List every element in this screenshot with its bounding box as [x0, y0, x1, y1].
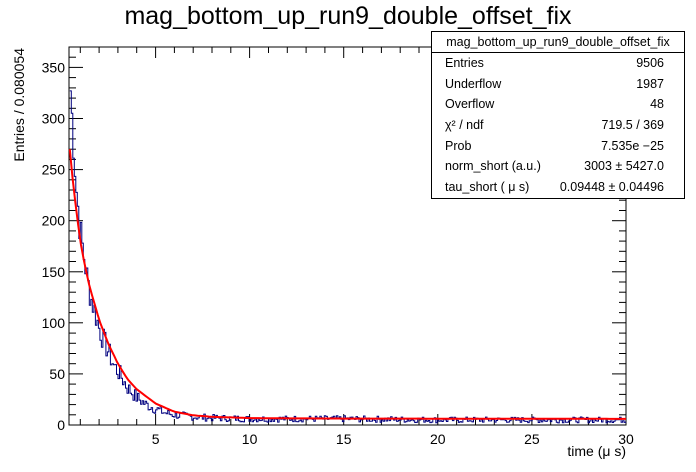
- stats-key: Entries: [445, 56, 484, 70]
- y-tick-label: 250: [42, 162, 66, 178]
- stats-row: χ² / ndf 719.5 / 369: [432, 115, 684, 136]
- stats-value: 9506: [636, 56, 664, 70]
- stats-value: 0.09448 ± 0.04496: [559, 180, 664, 195]
- chart-title: mag_bottom_up_run9_double_offset_fix: [124, 2, 572, 30]
- stats-row: Entries 9506: [432, 53, 684, 74]
- stats-row: Prob 7.535e −25: [432, 136, 684, 157]
- y-tick-label: 50: [49, 366, 65, 382]
- x-tick-label: 25: [524, 431, 540, 447]
- stats-key: Underflow: [445, 76, 502, 91]
- stats-row: Overflow 48: [432, 94, 684, 115]
- plot-frame: [68, 46, 627, 426]
- stats-key: Overflow: [445, 97, 495, 112]
- x-tick-label: 30: [618, 431, 634, 447]
- stats-key: Prob: [445, 138, 472, 153]
- x-tick-label: 20: [430, 431, 446, 447]
- x-tick-label: 15: [336, 431, 352, 447]
- stats-value: 1987: [636, 76, 664, 91]
- y-tick-label: 150: [42, 264, 66, 280]
- stats-key: χ² / ndf: [445, 118, 484, 133]
- stats-row: norm_short (a.u.) 3003 ± 5427.0: [432, 156, 684, 177]
- stats-row: Underflow 1987: [432, 74, 684, 95]
- y-tick-label: 0: [57, 417, 65, 433]
- y-tick-label: 350: [42, 59, 66, 75]
- stats-key: tau_short ( μ s): [445, 180, 530, 195]
- stats-value: 7.535e −25: [601, 138, 664, 153]
- stats-row: tau_short ( μ s) 0.09448 ± 0.04496: [432, 177, 684, 198]
- y-tick-label: 200: [42, 213, 66, 229]
- chart-series: [68, 90, 627, 424]
- stats-box-title: mag_bottom_up_run9_double_offset_fix: [432, 32, 684, 53]
- x-tick-label: 10: [242, 431, 258, 447]
- y-tick-label: 100: [42, 315, 66, 331]
- fit-curve: [68, 149, 626, 420]
- stats-value: 3003 ± 5427.0: [584, 159, 664, 174]
- stats-value: 719.5 / 369: [601, 118, 664, 133]
- stats-key: norm_short (a.u.): [445, 159, 541, 174]
- y-tick-label: 300: [42, 111, 66, 127]
- y-axis-label: Entries / 0.080054: [11, 48, 27, 162]
- stats-box: mag_bottom_up_run9_double_offset_fix Ent…: [431, 31, 685, 199]
- x-tick-label: 5: [152, 431, 160, 447]
- stats-value: 48: [650, 97, 664, 112]
- x-axis-label: time (μ s): [567, 443, 626, 459]
